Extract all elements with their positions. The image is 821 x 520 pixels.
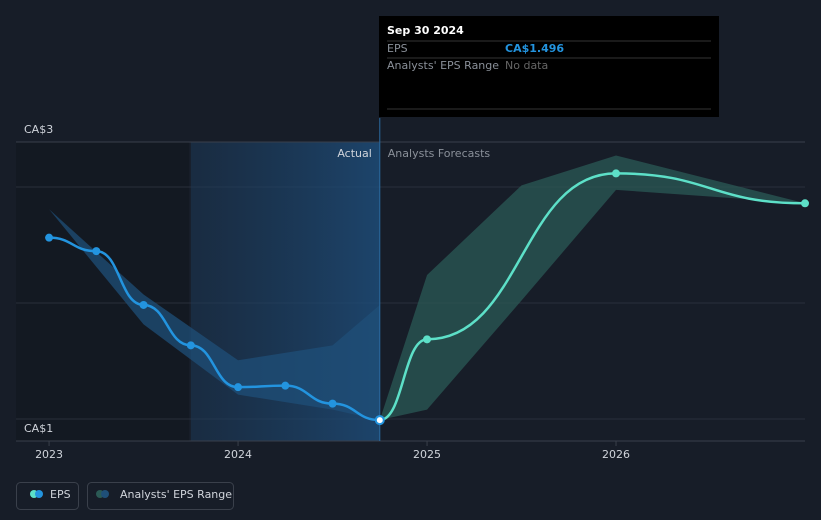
y-tick-label: CA$1	[24, 422, 53, 435]
forecast-line	[379, 172, 806, 422]
x-tick-label: 2024	[224, 448, 252, 461]
range-band	[379, 155, 805, 421]
actual-label: Actual	[337, 147, 371, 160]
eps-point	[234, 383, 243, 392]
past-region	[16, 142, 189, 441]
tooltip-label: EPS	[387, 42, 408, 55]
eps-point	[281, 381, 290, 390]
tooltip-value: CA$1.496	[505, 42, 564, 55]
tooltip: Sep 30 2024 EPS CA$1.496 Analysts' EPS R…	[379, 16, 719, 117]
range-band	[49, 209, 380, 421]
legend-icon	[35, 490, 43, 498]
eps-point	[186, 341, 195, 350]
tooltip-value: No data	[505, 59, 548, 72]
eps-point	[92, 247, 101, 256]
forecast-point	[801, 199, 809, 208]
plot: CA$3 CA$1 2023 2024 2025 2026 Actual Analysts F…	[16, 118, 809, 461]
legend-button[interactable]	[16, 482, 79, 510]
tooltip-label: Analysts' EPS Range	[387, 59, 499, 72]
forecast-point	[612, 169, 621, 178]
forecast-point	[423, 335, 432, 344]
x-tick-label: 2025	[413, 448, 441, 461]
eps-point	[328, 399, 337, 408]
eps-line	[49, 236, 380, 422]
x-tick-label: 2026	[602, 448, 630, 461]
legend-label: Analysts' EPS Range	[120, 488, 232, 501]
legend-label: EPS	[50, 488, 71, 501]
tooltip-date: Sep 30 2024	[387, 24, 464, 37]
eps-point	[45, 233, 54, 242]
y-tick-label: CA$3	[24, 123, 53, 136]
forecast-label: Analysts Forecasts	[388, 147, 491, 160]
legend-icon	[101, 490, 109, 498]
legend-button[interactable]	[87, 482, 234, 510]
current-point	[374, 415, 385, 426]
legend: EPS Analysts' EPS Range	[16, 482, 234, 510]
eps-point	[139, 300, 148, 309]
x-tick-label: 2023	[35, 448, 63, 461]
tooltip-box	[379, 16, 719, 117]
